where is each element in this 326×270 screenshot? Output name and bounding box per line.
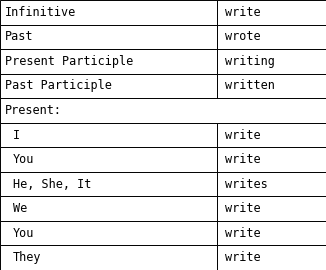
Text: write: write: [225, 202, 260, 215]
Text: We: We: [13, 202, 27, 215]
Text: written: written: [225, 79, 275, 92]
Text: Past Participle: Past Participle: [5, 79, 112, 92]
Bar: [217, 123, 326, 147]
Bar: [217, 245, 326, 270]
Text: write: write: [225, 129, 260, 141]
Text: He, She, It: He, She, It: [13, 178, 91, 191]
Bar: [217, 74, 326, 98]
Bar: [217, 221, 326, 245]
Text: Infinitive: Infinitive: [5, 6, 76, 19]
Bar: [0, 147, 217, 172]
Bar: [217, 196, 326, 221]
Text: wrote: wrote: [225, 30, 260, 43]
Bar: [0, 221, 217, 245]
Text: They: They: [13, 251, 41, 264]
Text: write: write: [225, 251, 260, 264]
Text: I: I: [13, 129, 20, 141]
Bar: [0, 123, 217, 147]
Text: You: You: [13, 153, 35, 166]
Text: write: write: [225, 153, 260, 166]
Text: writes: writes: [225, 178, 268, 191]
Text: write: write: [225, 6, 260, 19]
Text: Past: Past: [5, 30, 33, 43]
Text: writing: writing: [225, 55, 275, 68]
Bar: [0, 196, 217, 221]
Text: Present:: Present:: [5, 104, 62, 117]
Bar: [0, 49, 217, 74]
Text: write: write: [225, 227, 260, 240]
Bar: [0, 0, 217, 25]
Bar: [0, 74, 217, 98]
Text: You: You: [13, 227, 35, 240]
Bar: [217, 49, 326, 74]
Bar: [0, 98, 326, 123]
Bar: [217, 25, 326, 49]
Bar: [217, 172, 326, 196]
Bar: [217, 147, 326, 172]
Bar: [0, 25, 217, 49]
Bar: [0, 172, 217, 196]
Text: Present Participle: Present Participle: [5, 55, 133, 68]
Bar: [217, 0, 326, 25]
Bar: [0, 245, 217, 270]
